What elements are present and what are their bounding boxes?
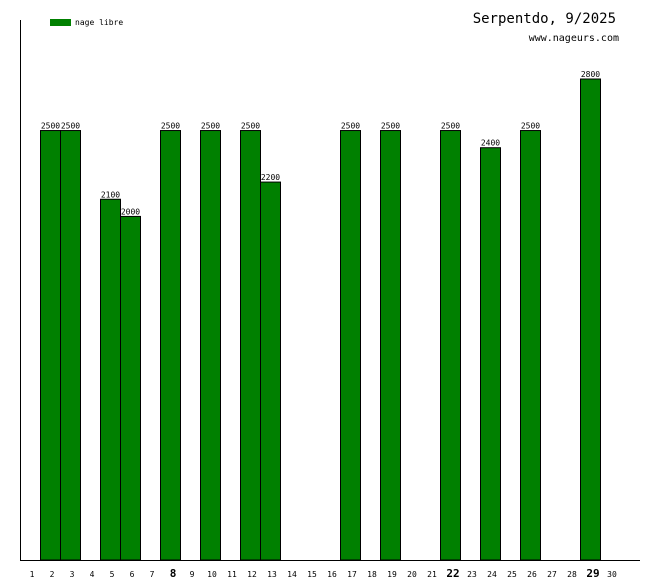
bar-day-17 — [340, 130, 361, 561]
x-tick-label-21: 21 — [427, 570, 437, 579]
x-tick-label-11: 11 — [227, 570, 237, 579]
x-tick-label-26: 26 — [527, 570, 537, 579]
x-tick-label-14: 14 — [287, 570, 297, 579]
x-tick-label-17: 17 — [347, 570, 357, 579]
x-tick-label-13: 13 — [267, 570, 277, 579]
value-label-day-13: 2200 — [261, 173, 280, 182]
value-label-day-12: 2500 — [241, 122, 260, 131]
x-tick-label-18: 18 — [367, 570, 377, 579]
x-tick-label-2: 2 — [50, 570, 55, 579]
x-tick-label-29: 29 — [586, 567, 599, 580]
chart-subtitle: www.nageurs.com — [529, 33, 619, 44]
bar-day-24 — [480, 147, 501, 561]
x-tick-label-8: 8 — [170, 567, 177, 580]
value-label-day-17: 2500 — [341, 122, 360, 131]
x-tick-labels-group: 1 2 3 4 5 6 7 8 9 10 11 12 13 14 15 16 17 18 19 20 21 22 23 24 2… — [30, 567, 617, 580]
bar-day-12 — [240, 130, 261, 561]
value-label-day-5: 2100 — [101, 190, 120, 199]
bar-day-10 — [200, 130, 221, 561]
value-label-day-6: 2000 — [121, 207, 140, 216]
x-tick-label-27: 27 — [547, 570, 557, 579]
x-tick-label-20: 20 — [407, 570, 417, 579]
value-label-day-29: 2800 — [581, 70, 600, 79]
x-tick-label-24: 24 — [487, 570, 497, 579]
bar-day-5 — [100, 198, 121, 561]
bar-day-29 — [580, 78, 601, 561]
value-label-day-19: 2500 — [381, 122, 400, 131]
value-label-day-8: 2500 — [161, 122, 180, 131]
x-tick-label-16: 16 — [327, 570, 337, 579]
x-tick-label-19: 19 — [387, 570, 397, 579]
bar-day-22 — [440, 130, 461, 561]
value-label-day-10: 2500 — [201, 122, 220, 131]
value-label-day-24: 2400 — [481, 139, 500, 148]
value-label-day-22: 2500 — [441, 122, 460, 131]
x-tick-label-22: 22 — [446, 567, 459, 580]
x-tick-label-30: 30 — [607, 570, 617, 579]
value-label-day-26: 2500 — [521, 122, 540, 131]
bar-day-8 — [160, 130, 181, 561]
legend-label: nage libre — [75, 18, 123, 27]
x-tick-label-23: 23 — [467, 570, 477, 579]
value-label-day-3: 2500 — [61, 122, 80, 131]
x-tick-label-3: 3 — [70, 570, 75, 579]
x-tick-label-6: 6 — [130, 570, 135, 579]
x-tick-label-10: 10 — [207, 570, 217, 579]
value-label-day-2: 2500 — [41, 122, 60, 131]
x-tick-label-5: 5 — [110, 570, 115, 579]
bar-day-26 — [520, 130, 541, 561]
bar-day-13 — [260, 181, 281, 561]
x-tick-label-15: 15 — [307, 570, 317, 579]
x-tick-label-25: 25 — [507, 570, 517, 579]
x-tick-label-12: 12 — [247, 570, 257, 579]
chart-title: Serpentdo, 9/2025 — [473, 11, 616, 27]
bar-day-3 — [60, 130, 81, 561]
x-tick-label-7: 7 — [150, 570, 155, 579]
bar-day-6 — [120, 215, 141, 561]
x-tick-label-1: 1 — [30, 570, 35, 579]
x-tick-label-4: 4 — [90, 570, 95, 579]
bar-day-19 — [380, 130, 401, 561]
x-tick-label-28: 28 — [567, 570, 577, 579]
bar-day-2 — [40, 130, 61, 561]
legend-swatch — [50, 19, 71, 26]
x-tick-label-9: 9 — [190, 570, 195, 579]
bars-group — [40, 78, 601, 561]
legend: nage libre — [50, 18, 123, 27]
